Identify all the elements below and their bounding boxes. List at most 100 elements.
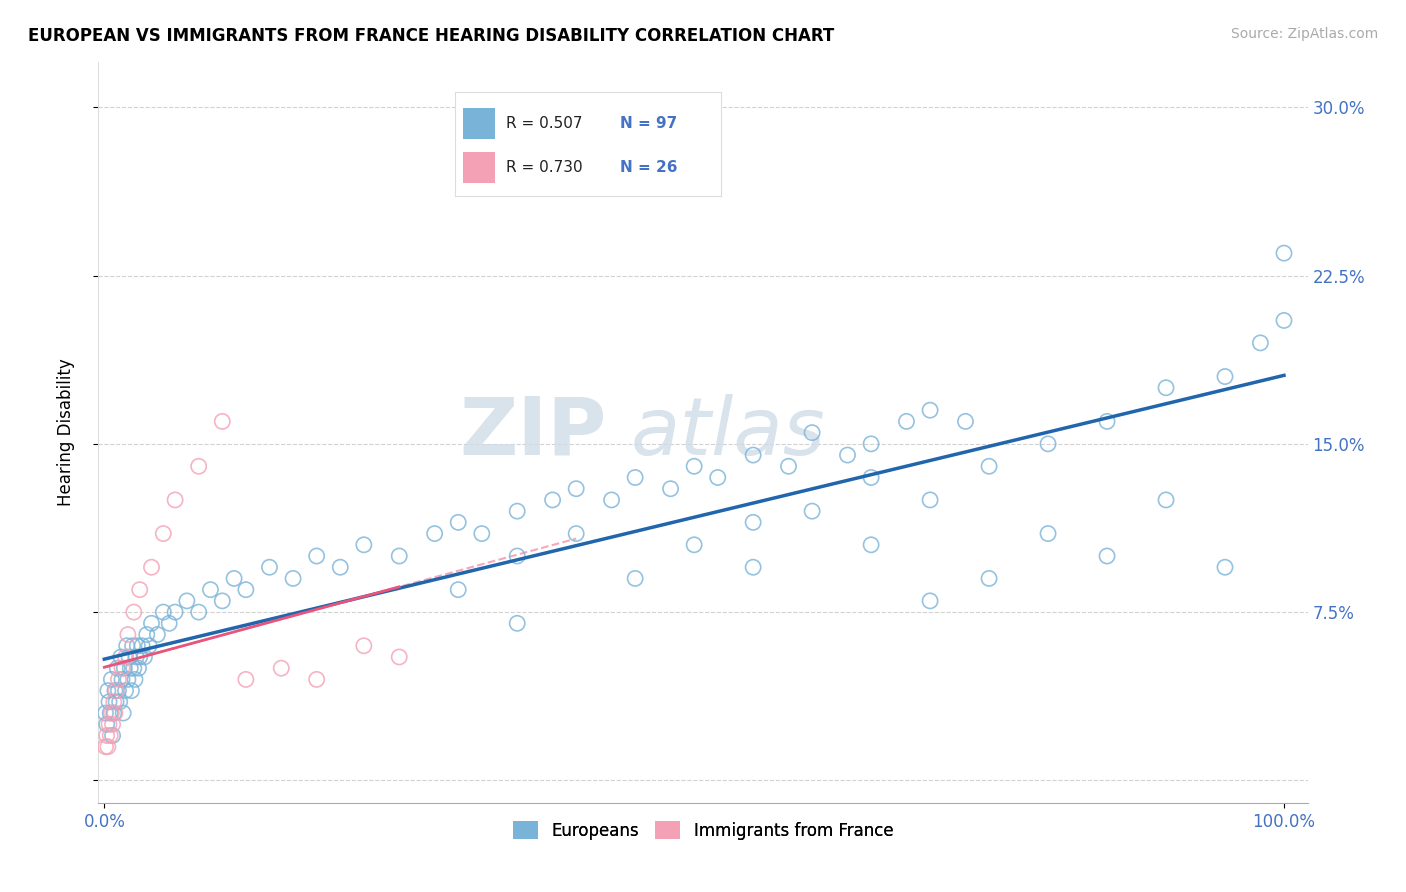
Point	[1154, 492, 1177, 507]
Point	[94, 706, 117, 720]
Point	[135, 627, 157, 641]
Point	[471, 526, 494, 541]
Point	[860, 437, 883, 451]
Point	[801, 504, 824, 518]
Point	[120, 683, 142, 698]
Point	[683, 538, 706, 552]
Point	[200, 582, 222, 597]
Point	[860, 538, 883, 552]
Point	[742, 516, 765, 530]
Point	[141, 616, 163, 631]
Point	[105, 683, 128, 698]
Point	[120, 661, 142, 675]
Point	[506, 504, 529, 518]
Point	[423, 526, 446, 541]
Point	[98, 695, 121, 709]
Point	[128, 650, 150, 665]
Point	[222, 571, 245, 585]
Point	[259, 560, 281, 574]
Point	[103, 706, 125, 720]
Point	[125, 650, 148, 665]
Point	[187, 459, 209, 474]
Point	[1095, 414, 1118, 428]
Text: ZIP: ZIP	[458, 393, 606, 472]
Point	[1249, 335, 1271, 350]
Point	[235, 673, 257, 687]
Point	[1036, 526, 1059, 541]
Y-axis label: Hearing Disability: Hearing Disability	[56, 359, 75, 507]
Point	[624, 168, 647, 182]
Point	[281, 571, 304, 585]
Point	[107, 683, 129, 698]
Point	[659, 482, 682, 496]
Point	[742, 448, 765, 462]
Point	[176, 594, 198, 608]
Point	[105, 695, 128, 709]
Point	[211, 414, 233, 428]
Point	[112, 706, 135, 720]
Point	[138, 639, 160, 653]
Point	[107, 673, 129, 687]
Point	[101, 729, 124, 743]
Point	[329, 560, 352, 574]
Point	[141, 560, 163, 574]
Point	[565, 482, 588, 496]
Point	[920, 594, 942, 608]
Point	[111, 661, 134, 675]
Point	[108, 695, 131, 709]
Point	[706, 470, 728, 484]
Point	[104, 683, 127, 698]
Point	[860, 470, 883, 484]
Point	[187, 605, 209, 619]
Point	[122, 661, 145, 675]
Point	[110, 650, 132, 665]
Point	[97, 739, 120, 754]
Legend: Europeans, Immigrants from France: Europeans, Immigrants from France	[506, 814, 900, 847]
Point	[128, 661, 150, 675]
Point	[105, 661, 128, 675]
Point	[801, 425, 824, 440]
Point	[127, 639, 149, 653]
Point	[388, 549, 411, 563]
Point	[624, 571, 647, 585]
Point	[112, 661, 135, 675]
Point	[100, 673, 122, 687]
Point	[114, 650, 136, 665]
Point	[977, 459, 1000, 474]
Point	[122, 605, 145, 619]
Point	[114, 683, 136, 698]
Point	[1095, 549, 1118, 563]
Point	[134, 650, 156, 665]
Point	[1154, 381, 1177, 395]
Point	[97, 683, 120, 698]
Point	[541, 492, 564, 507]
Point	[211, 594, 233, 608]
Point	[98, 717, 121, 731]
Text: Source: ZipAtlas.com: Source: ZipAtlas.com	[1230, 27, 1378, 41]
Point	[977, 571, 1000, 585]
Point	[353, 538, 375, 552]
Point	[111, 673, 134, 687]
Point	[837, 448, 859, 462]
Point	[96, 729, 118, 743]
Point	[94, 739, 117, 754]
Point	[152, 526, 174, 541]
Point	[683, 459, 706, 474]
Point	[100, 706, 122, 720]
Point	[165, 605, 187, 619]
Point	[117, 627, 139, 641]
Point	[117, 673, 139, 687]
Point	[565, 526, 588, 541]
Point	[1272, 313, 1295, 327]
Point	[128, 582, 150, 597]
Point	[96, 717, 118, 731]
Point	[1213, 369, 1236, 384]
Text: EUROPEAN VS IMMIGRANTS FROM FRANCE HEARING DISABILITY CORRELATION CHART: EUROPEAN VS IMMIGRANTS FROM FRANCE HEARI…	[28, 27, 834, 45]
Point	[305, 549, 328, 563]
Point	[896, 414, 918, 428]
Point	[388, 650, 411, 665]
Point	[235, 582, 257, 597]
Point	[506, 616, 529, 631]
Point	[152, 605, 174, 619]
Point	[103, 695, 125, 709]
